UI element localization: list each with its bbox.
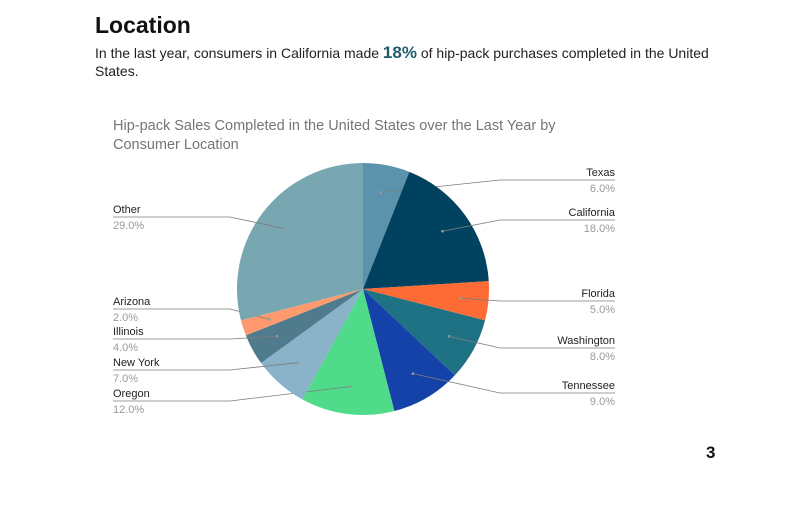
leader-dot-arizona [268, 318, 271, 321]
chart-title: Hip-pack Sales Completed in the United S… [113, 118, 556, 153]
leader-line-california [442, 219, 615, 232]
leader-line-florida [460, 297, 615, 302]
intro-text: In the last year, consumers in Californi… [95, 44, 715, 80]
slice-label-florida: Florida [581, 288, 616, 300]
pie-slice-texas[interactable] [363, 163, 410, 289]
slice-value-illinois: 4.0% [113, 342, 138, 354]
slice-value-washington: 8.0% [590, 351, 615, 363]
slice-label-tennessee: Tennessee [562, 380, 615, 392]
slice-label-oregon: Oregon [113, 388, 150, 400]
intro-highlight-value: 18% [382, 43, 417, 62]
slice-value-texas: 6.0% [590, 183, 615, 195]
leader-line-other [113, 216, 286, 230]
slice-value-arizona: 2.0% [113, 312, 138, 324]
pie-slice-florida[interactable] [363, 281, 489, 321]
slice-value-florida: 5.0% [590, 304, 615, 316]
leader-line-new-york [113, 362, 299, 371]
intro-text-after: of hip-pack purchases completed in the U… [95, 45, 709, 79]
slice-value-new-york: 7.0% [113, 373, 138, 385]
leader-line-illinois [113, 335, 277, 340]
pie-slice-arizona[interactable] [240, 289, 363, 336]
leader-line-oregon [113, 386, 351, 402]
slice-label-new-york: New York [113, 357, 160, 369]
slice-label-washington: Washington [557, 335, 615, 347]
leader-line-tennessee [412, 373, 615, 394]
slice-value-other: 29.0% [113, 220, 144, 232]
leader-dot-illinois [275, 335, 279, 338]
page-number: 3 [706, 443, 716, 462]
pie-slice-washington[interactable] [363, 289, 486, 376]
pie-slice-oregon[interactable] [302, 289, 395, 415]
slice-value-tennessee: 9.0% [590, 396, 615, 408]
leader-line-washington [449, 335, 615, 349]
slice-label-texas: Texas [586, 167, 615, 179]
slice-label-other: Other [113, 204, 141, 216]
slice-value-california: 18.0% [584, 223, 615, 235]
pie-slice-new-york[interactable] [261, 289, 363, 400]
intro-text-before: In the last year, consumers in Californi… [95, 45, 383, 61]
pie-slice-california[interactable] [363, 171, 489, 289]
slice-value-oregon: 12.0% [113, 404, 144, 416]
pie-slice-tennessee[interactable] [363, 289, 455, 412]
slice-label-california: California [569, 207, 616, 219]
pie-slice-illinois[interactable] [245, 289, 363, 364]
slide-heading: Location [95, 12, 191, 38]
slice-label-illinois: Illinois [113, 326, 144, 338]
pie-slice-other[interactable] [237, 163, 363, 321]
slice-label-arizona: Arizona [113, 296, 151, 308]
